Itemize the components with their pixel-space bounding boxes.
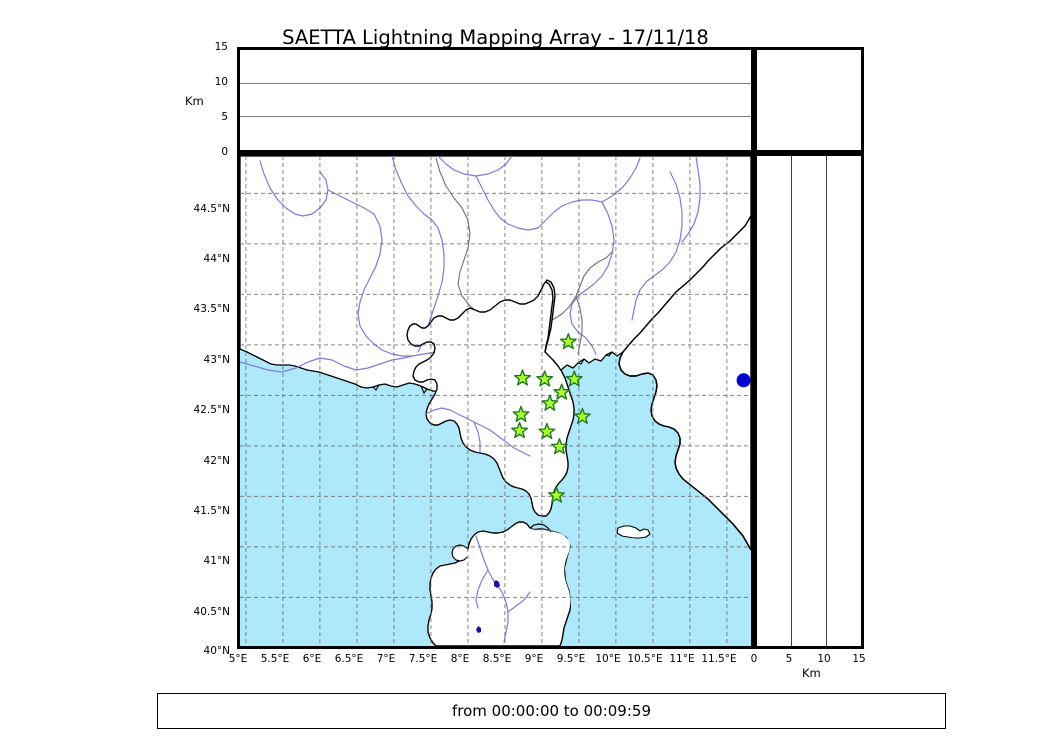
tick-right-5: 5	[785, 653, 793, 665]
time-range-caption: from 00:00:00 to 00:09:59	[157, 693, 946, 729]
station-marker[interactable]	[511, 421, 529, 439]
gridline-top-10	[240, 83, 751, 84]
altitude-latitude-panel	[754, 153, 864, 649]
tick-lon-6: 6°E	[302, 653, 322, 665]
tick-right-15: 15	[852, 653, 866, 665]
station-marker[interactable]	[548, 486, 566, 503]
tick-top-5: 5	[221, 111, 228, 123]
tick-lon-10.5: 10.5°E	[627, 653, 663, 665]
source-markers	[736, 373, 751, 388]
station-markers	[511, 333, 591, 503]
time-range-text: from 00:00:00 to 00:09:59	[451, 702, 651, 720]
right-panel-axis-label: Km	[802, 666, 821, 680]
tick-lat-43: 43°N	[203, 354, 230, 366]
corner-panel	[754, 47, 864, 153]
tick-lon-5: 5°E	[228, 653, 248, 665]
station-marker[interactable]	[565, 370, 583, 387]
top-panel-axis-label: Km	[185, 94, 204, 108]
station-marker[interactable]	[559, 333, 577, 350]
tick-lat-41.5: 41.5°N	[193, 505, 230, 517]
tick-lon-11: 11°E	[669, 653, 695, 665]
tick-lat-40: 40°N	[203, 645, 230, 657]
station-marker[interactable]	[536, 370, 554, 387]
tick-lon-7.5: 7.5°E	[408, 653, 438, 665]
tick-lon-6.5: 6.5°E	[334, 653, 364, 665]
tick-lon-9: 9°E	[524, 653, 544, 665]
tick-top-15: 15	[214, 41, 228, 53]
tick-right-0: 0	[750, 653, 758, 665]
tick-top-10: 10	[214, 76, 228, 88]
map-graphics	[240, 156, 751, 646]
station-marker[interactable]	[513, 369, 531, 386]
tick-lon-5.5: 5.5°E	[260, 653, 290, 665]
tick-lon-7: 7°E	[376, 653, 396, 665]
gridline-right-5	[791, 156, 792, 646]
station-marker[interactable]	[541, 394, 559, 411]
tick-lon-9.5: 9.5°E	[556, 653, 586, 665]
station-marker[interactable]	[538, 422, 556, 440]
tick-lon-8.5: 8.5°E	[482, 653, 512, 665]
tick-lat-43.5: 43.5°N	[193, 303, 230, 315]
tick-top-0: 0	[221, 146, 228, 158]
tick-lat-44.5: 44.5°N	[193, 203, 230, 215]
tick-lat-40.5: 40.5°N	[193, 606, 230, 618]
station-marker[interactable]	[512, 405, 530, 422]
altitude-longitude-panel	[237, 47, 754, 153]
tick-right-10: 10	[817, 653, 831, 665]
page-title: SAETTA Lightning Mapping Array - 17/11/1…	[282, 26, 709, 49]
station-marker[interactable]	[573, 407, 591, 424]
tick-lat-44: 44°N	[203, 253, 230, 265]
tick-lat-42: 42°N	[203, 455, 230, 467]
station-marker[interactable]	[550, 438, 568, 455]
source-marker[interactable]	[736, 373, 751, 388]
station-marker[interactable]	[553, 383, 571, 400]
tick-lon-10: 10°E	[595, 653, 621, 665]
gridline-right-10	[826, 156, 827, 646]
tick-lon-11.5: 11.5°E	[701, 653, 737, 665]
map-panel[interactable]	[237, 153, 754, 649]
tick-lat-42.5: 42.5°N	[193, 404, 230, 416]
gridline-top-5	[240, 116, 751, 117]
tick-lat-41: 41°N	[203, 555, 230, 567]
tick-lon-8: 8°E	[450, 653, 470, 665]
